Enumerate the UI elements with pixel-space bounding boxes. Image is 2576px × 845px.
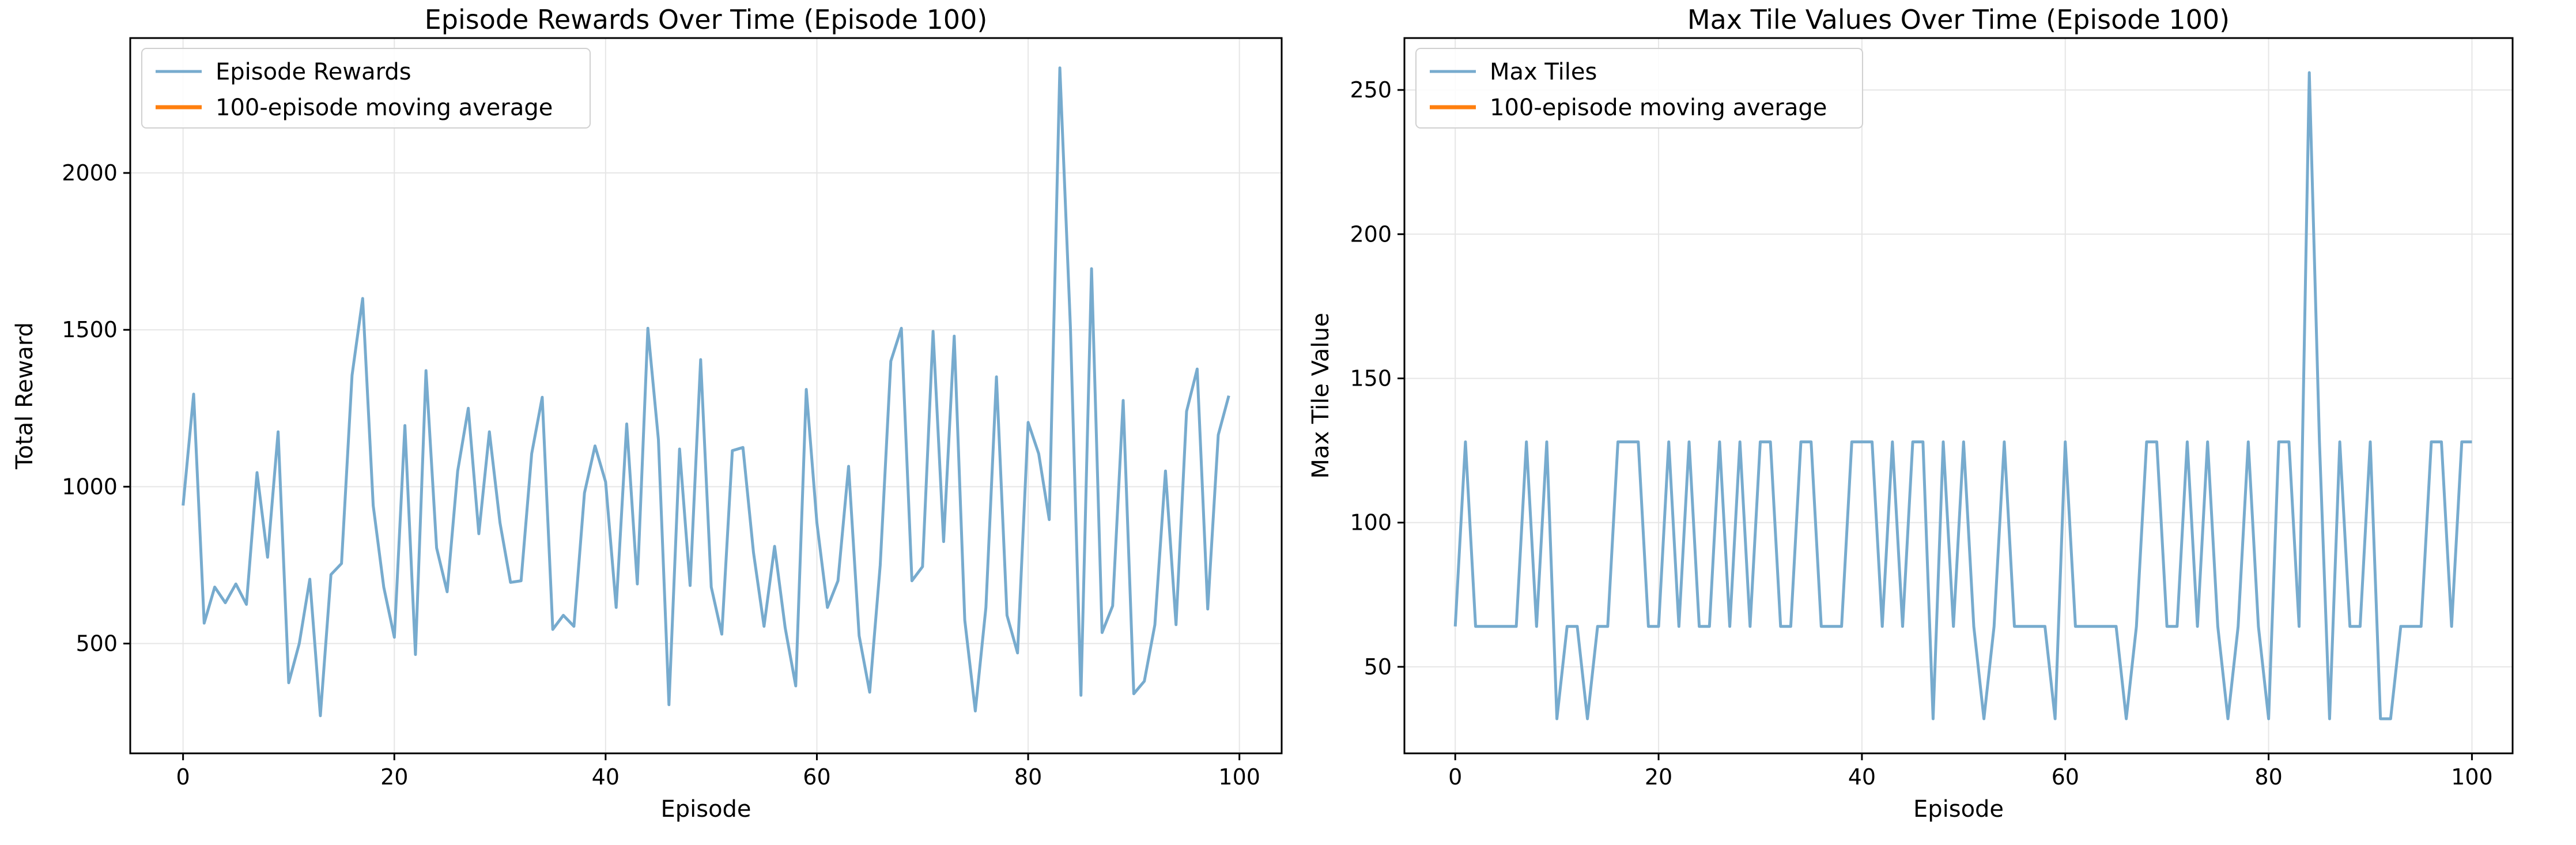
chart-title: Episode Rewards Over Time (Episode 100): [425, 4, 988, 35]
chart-panel-1: 0 20 40 60 80 100 500 1000 1500 2000 Episode Rewar…: [12, 4, 1283, 823]
y-tick-label: 100: [1350, 510, 1392, 535]
series-line-1: [182, 66, 1230, 718]
axes-frame: [1403, 37, 2514, 755]
x-tick-label: 0: [1448, 764, 1462, 790]
x-tick-label: 40: [1848, 764, 1876, 790]
chart-title: Max Tile Values Over Time (Episode 100): [1687, 4, 2230, 35]
x-tick-label: 80: [1014, 764, 1042, 790]
y-tick-label: 1000: [62, 474, 118, 499]
y-tick-label: 150: [1350, 365, 1392, 391]
legend-box: [1415, 48, 1863, 129]
y-tick-label: 2000: [62, 160, 118, 186]
x-tick-label: 80: [2254, 764, 2282, 790]
legend-label-1: Max Tiles: [1490, 59, 1597, 85]
y-tick-label: 50: [1364, 654, 1392, 680]
y-tick-label: 500: [75, 631, 118, 656]
x-tick-label: 20: [1645, 764, 1672, 790]
x-axis-label: Episode: [660, 796, 751, 823]
y-tick-label: 200: [1350, 221, 1392, 247]
y-tick-label: 1500: [62, 317, 118, 342]
x-tick-label: 60: [2052, 764, 2079, 790]
series-line-1: [1453, 71, 2472, 720]
legend-label-1: Episode Rewards: [216, 59, 411, 85]
legend: Max Tiles 100-episode moving average: [1415, 48, 1863, 129]
y-axis-label: Max Tile Value: [1308, 312, 1334, 478]
x-axis-label: Episode: [1913, 796, 2004, 823]
legend-box: [141, 48, 591, 129]
x-tick-label: 100: [2451, 764, 2493, 790]
x-tick-label: 0: [176, 764, 190, 790]
y-axis-label: Total Reward: [12, 322, 38, 470]
x-tick-label: 100: [1218, 764, 1260, 790]
chart-panel-2: 0 20 40 60 80 100 50 100 150 200 250 Max Tile Value…: [1308, 4, 2514, 823]
x-tick-label: 40: [592, 764, 620, 790]
x-tick-label: 60: [803, 764, 830, 790]
y-tick-label: 250: [1350, 77, 1392, 103]
legend-label-2: 100-episode moving average: [216, 95, 553, 121]
legend-label-2: 100-episode moving average: [1490, 95, 1827, 121]
x-tick-label: 20: [380, 764, 408, 790]
legend: Episode Rewards 100-episode moving averag…: [141, 48, 591, 129]
axes-frame: [129, 37, 1283, 755]
